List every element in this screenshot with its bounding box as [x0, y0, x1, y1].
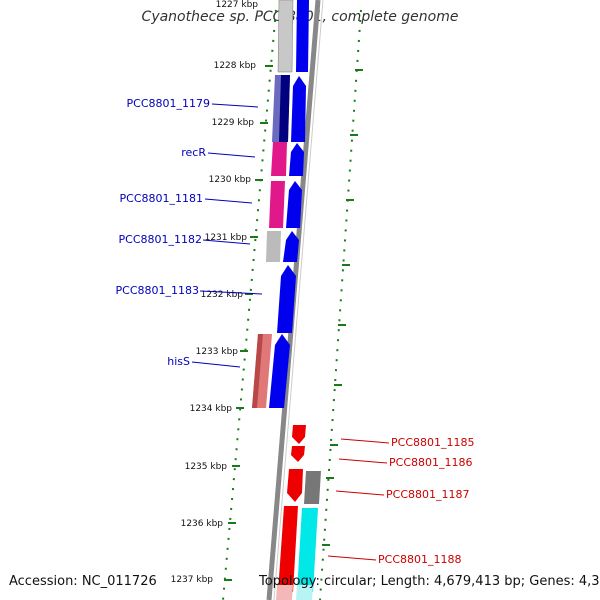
left-leader-line	[202, 239, 251, 245]
right-leader-line	[338, 458, 388, 464]
left-leader-line	[207, 152, 256, 158]
right-leader-line	[327, 555, 377, 561]
tick-label: 1232 kbp	[201, 290, 244, 300]
left-leader-line	[191, 361, 241, 368]
gene-arrow-1186	[291, 446, 305, 462]
tick-label: 1230 kbp	[209, 175, 252, 185]
gene-label-right: PCC8801_1185	[391, 436, 474, 449]
gene-arrow-1185	[292, 425, 306, 444]
gene-arrow-1179-dark	[279, 75, 290, 142]
left-leader-line	[199, 290, 263, 295]
tick-label: 1237 kbp	[171, 575, 214, 585]
gene-block-bottom-pink	[276, 585, 293, 600]
gene-block-recR	[271, 142, 287, 176]
reverse-features	[276, 425, 321, 600]
gene-block-1182	[266, 231, 281, 262]
gene-arrow-1179	[291, 76, 306, 142]
gene-label-left: PCC8801_1182	[119, 233, 202, 246]
forward-features	[252, 0, 309, 408]
gene-label-right: PCC8801_1186	[389, 456, 472, 469]
gene-label-left: PCC8801_1183	[116, 284, 199, 297]
gene-arrow-1182	[283, 231, 299, 262]
gene-arrow-hisS	[269, 334, 290, 408]
gene-label-left: PCC8801_1179	[127, 97, 210, 110]
gene-block-bottom-cyan	[296, 585, 313, 600]
gene-arrow-1188	[278, 506, 298, 592]
right-gene-labels: PCC8801_1185 PCC8801_1186 PCC8801_1187 PCC8…	[327, 436, 474, 566]
outer-dotted-track-left	[222, 9, 277, 600]
gene-arrow-1183	[277, 265, 296, 333]
left-track-ticks	[224, 65, 273, 581]
gene-block-1188-cyan	[297, 508, 318, 592]
gene-block-gray-top	[277, 0, 294, 73]
tick-label: 1234 kbp	[190, 404, 233, 414]
right-leader-line	[335, 490, 385, 496]
right-leader-line	[340, 438, 390, 444]
left-leader-line	[211, 103, 259, 108]
gene-label-right: PCC8801_1187	[386, 488, 469, 501]
gene-block-1181	[269, 181, 285, 228]
gene-arrow-recR	[289, 143, 304, 176]
gene-arrow-1187	[287, 469, 303, 502]
tick-label: 1228 kbp	[214, 61, 257, 71]
tick-labels: 1227 kbp 1228 kbp 1229 kbp 1230 kbp 1231 kbp…	[171, 0, 259, 585]
gene-label-left: recR	[181, 146, 206, 159]
gene-label-left: hisS	[167, 355, 190, 368]
tick-label: 1231 kbp	[205, 233, 248, 243]
outer-dotted-track-right	[319, 9, 362, 600]
gene-arrow-blue-top	[296, 0, 309, 72]
gene-label-right: PCC8801_1188	[378, 553, 461, 566]
accession-text: Accession: NC_011726	[9, 574, 157, 589]
gene-block-hisS-shade	[252, 334, 263, 408]
tick-label: 1227 kbp	[216, 0, 259, 10]
tick-label: 1233 kbp	[196, 347, 239, 357]
gene-arrow-1181	[286, 181, 302, 228]
gene-label-left: PCC8801_1181	[120, 192, 203, 205]
tick-label: 1235 kbp	[185, 462, 228, 472]
topology-text: Topology: circular; Length: 4,679,413 bp…	[259, 574, 600, 589]
left-gene-labels: PCC8801_1179 recR PCC8801_1181 PCC8801_1182…	[116, 97, 263, 368]
right-track-ticks	[322, 69, 363, 546]
tick-label: 1236 kbp	[181, 519, 224, 529]
left-leader-line	[204, 198, 253, 204]
tick-label: 1229 kbp	[212, 118, 255, 128]
gene-block-1187-gray	[304, 471, 321, 504]
